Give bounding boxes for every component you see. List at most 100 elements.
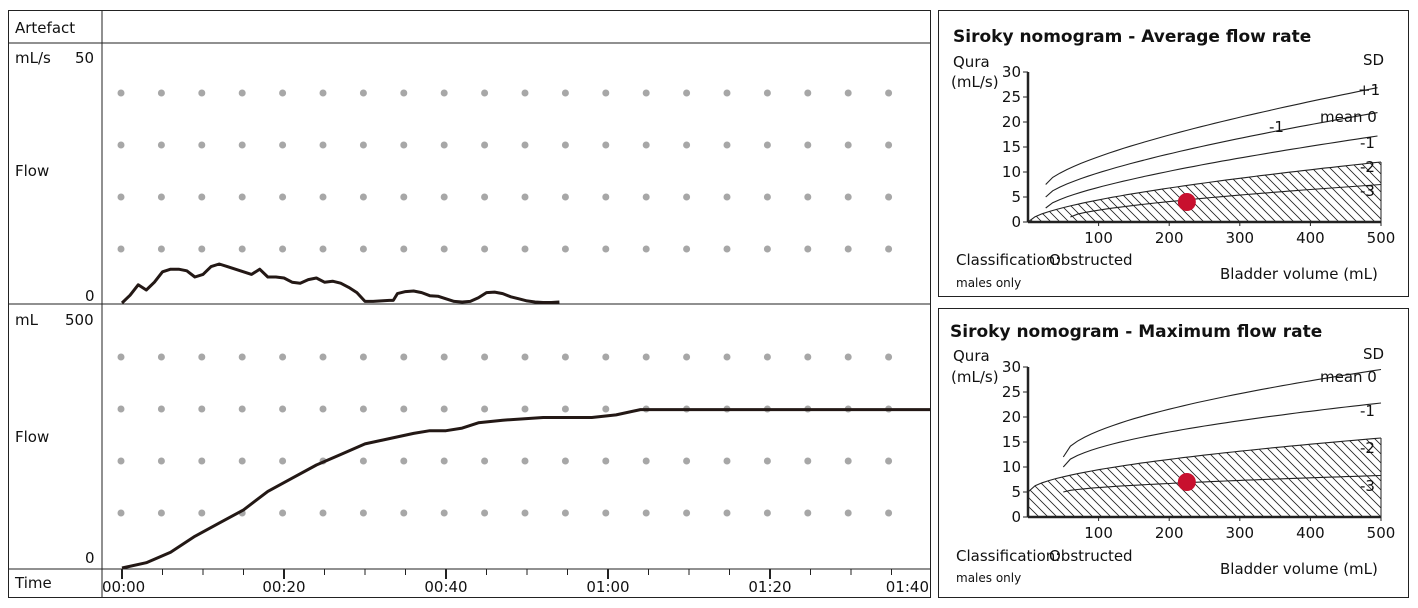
grid-dot	[157, 89, 165, 97]
grid-dot	[198, 405, 206, 413]
y-tick-label: 20	[1002, 408, 1021, 426]
grid-dot	[279, 353, 287, 361]
grid-dot	[400, 141, 408, 149]
y-tick-label: 0	[1011, 508, 1021, 526]
grid-dot	[723, 141, 731, 149]
grid-dot	[117, 193, 125, 201]
grid-dot	[319, 405, 327, 413]
obstructed-zone	[1028, 438, 1381, 517]
y-tick-label: 10	[1002, 458, 1021, 476]
grid-dot	[440, 457, 448, 465]
obstructed-zone	[1028, 162, 1381, 222]
curve-label: +1	[1358, 81, 1380, 99]
y-tick-label: 0	[1011, 213, 1021, 231]
grid-dot	[198, 193, 206, 201]
nomogram-average-svg: Siroky nomogram - Average flow rate Qura…	[951, 27, 1395, 290]
grid-dot	[561, 405, 569, 413]
flow-name-label: Flow	[15, 162, 49, 180]
grid-dot	[763, 193, 771, 201]
grid-dot	[238, 353, 246, 361]
nomogram-maximum-panel: Siroky nomogram - Maximum flow rate Qura…	[938, 308, 1409, 598]
grid-dot	[319, 245, 327, 253]
flow-curve	[120, 262, 560, 305]
y-tick-label: 20	[1002, 113, 1021, 131]
nomogram-average-plot: 30 25 20 15 10 5 0 100 200 300 400 500	[1002, 63, 1395, 247]
grid-dot	[279, 509, 287, 517]
y-tick-label: 25	[1002, 88, 1021, 106]
nomogram-average-yunit: (mL/s)	[951, 73, 999, 91]
grid-dot	[885, 89, 893, 97]
volume-zero-label: 0	[85, 549, 95, 567]
grid-dot	[602, 405, 610, 413]
grid-dot	[481, 353, 489, 361]
grid-dot	[642, 457, 650, 465]
volume-curve	[121, 408, 932, 570]
grid-dot	[359, 353, 367, 361]
nomogram-maximum-yunit: (mL/s)	[951, 368, 999, 386]
grid-dot	[279, 245, 287, 253]
sd-curve	[1062, 368, 1382, 458]
sd-curve	[1070, 183, 1382, 218]
grid-dot	[238, 193, 246, 201]
y-tick-label: 15	[1002, 433, 1021, 451]
curve-label: -3	[1360, 182, 1375, 200]
x-tick-label: 300	[1225, 229, 1254, 247]
grid-dot	[440, 245, 448, 253]
grid-dot	[481, 141, 489, 149]
nomogram-average-sd-label: SD	[1363, 51, 1384, 69]
grid-dot	[319, 193, 327, 201]
grid-dot	[440, 353, 448, 361]
grid-dot	[400, 405, 408, 413]
y-tick-label: 30	[1002, 63, 1021, 81]
grid-dot	[117, 353, 125, 361]
grid-dot	[683, 89, 691, 97]
time-tick-label: 01:40	[886, 578, 929, 596]
grid-dot	[763, 89, 771, 97]
nomogram-average-panel: Siroky nomogram - Average flow rate Qura…	[938, 10, 1409, 297]
y-tick-label: 30	[1002, 358, 1021, 376]
grid-dot	[844, 353, 852, 361]
curve-label: mean 0	[1320, 108, 1377, 126]
flow-max-label: 50	[75, 49, 94, 67]
time-tick-label: 00:20	[262, 578, 305, 596]
grid-dot	[844, 509, 852, 517]
grid-dot	[561, 193, 569, 201]
grid-dot	[481, 89, 489, 97]
grid-dot	[763, 509, 771, 517]
x-tick-label: 200	[1155, 229, 1184, 247]
grid-dot	[885, 457, 893, 465]
y-tick-label: 5	[1011, 483, 1021, 501]
grid-dot	[642, 89, 650, 97]
grid-dot	[400, 245, 408, 253]
grid-dot	[602, 141, 610, 149]
grid-dot	[440, 509, 448, 517]
nomogram-average-ylabel: Qura	[953, 53, 990, 71]
grid-dot	[440, 89, 448, 97]
grid-dot	[319, 353, 327, 361]
volume-max-label: 500	[65, 311, 94, 329]
grid-dot	[844, 245, 852, 253]
grid-dot	[723, 89, 731, 97]
grid-dot	[359, 509, 367, 517]
grid-dot	[117, 509, 125, 517]
grid-dot	[642, 353, 650, 361]
grid-dot	[885, 353, 893, 361]
artefact-label: Artefact	[15, 19, 75, 37]
x-tick-label: 100	[1084, 524, 1113, 542]
curve-label: -2	[1360, 158, 1375, 176]
grid-dot	[521, 405, 529, 413]
nomogram-average-xlabel: Bladder volume (mL)	[1220, 265, 1378, 283]
nomogram-maximum-curve-labels: mean 0 -1 -2 -3	[1320, 368, 1377, 495]
grid-dot	[763, 245, 771, 253]
time-axis-label: Time	[14, 574, 52, 592]
grid-dot	[319, 509, 327, 517]
grid-dot	[359, 193, 367, 201]
uroflow-chart-panel: Artefact mL/s 50 Flow 0 mL 500 Flow 0 Ti…	[8, 10, 932, 598]
grid-dot	[279, 457, 287, 465]
grid-dot	[319, 141, 327, 149]
grid-dot	[359, 89, 367, 97]
x-tick-label: 100	[1084, 229, 1113, 247]
y-tick-label: 10	[1002, 163, 1021, 181]
grid-dot	[400, 353, 408, 361]
grid-dot	[359, 141, 367, 149]
